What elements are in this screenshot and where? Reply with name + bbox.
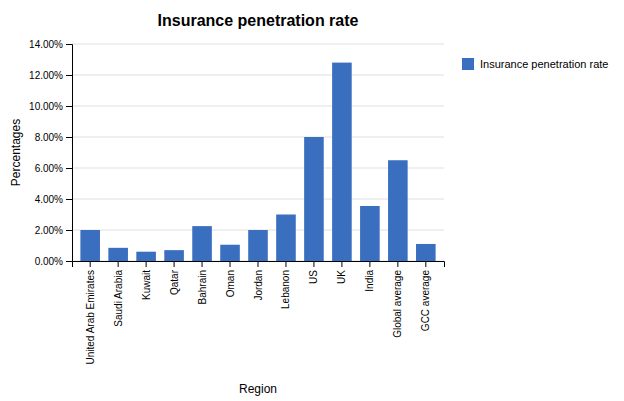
x-tick: Oman [225,261,236,297]
y-tick-label: 2.00% [35,225,63,236]
y-tick: 8.00% [35,132,72,143]
y-axis-line [66,45,73,262]
x-tick-label: Jordan [253,270,264,301]
x-tick-mark [146,261,147,267]
x-tick: India [364,261,375,292]
y-tick-mark [66,261,72,262]
x-tick-mark [425,261,426,267]
grid-line [72,44,444,45]
y-tick: 10.00% [29,101,72,112]
x-tick-label: UK [336,270,347,284]
x-tick-mark [90,261,91,267]
x-tick: GCC average [420,261,431,331]
x-tick: Jordan [253,261,264,301]
x-tick-mark [174,261,175,267]
x-tick: UK [336,261,347,284]
x-tick-mark [397,261,398,267]
y-tick-label: 6.00% [35,163,63,174]
legend-label: Insurance penetration rate [480,58,608,70]
x-axis-title: Region [239,382,277,396]
bar [108,248,128,261]
x-tick-label: United Arab Emirates [85,270,96,365]
x-tick-mark [202,261,203,267]
bar [248,230,268,261]
x-tick: Lebanon [280,261,291,309]
y-tick-label: 10.00% [29,101,63,112]
grid-line [72,106,444,107]
x-tick: Qatar [169,261,180,295]
bars [80,63,435,261]
y-tick-mark [66,44,72,45]
y-axis: 0.00% 2.00% 4.00% 6.00% 8.00% 10.00% 12.00% 14.… [29,39,72,267]
grid-line [72,137,444,138]
bar [416,244,436,261]
x-axis: United Arab Emirates Saudi Arabia Kuwait Qa… [73,261,445,365]
y-tick-mark [66,168,72,169]
bar [388,160,408,261]
x-tick-mark [230,261,231,267]
title: Insurance penetration rate [158,12,359,29]
bar [80,230,100,261]
legend-item: Insurance penetration rate [462,58,608,70]
x-tick: Kuwait [141,261,152,300]
y-tick-label: 14.00% [29,39,63,50]
y-tick-mark [66,75,72,76]
x-axis-line [73,262,445,268]
bar [332,63,352,261]
x-tick-label: Bahrain [197,270,208,304]
y-tick-mark [66,106,72,107]
y-tick-label: 4.00% [35,194,63,205]
x-tick: Bahrain [197,261,208,304]
y-tick-mark [66,199,72,200]
bar [220,245,240,261]
x-tick-mark [258,261,259,267]
x-tick: United Arab Emirates [85,261,96,365]
bar [276,215,296,262]
x-tick-label: Qatar [169,269,180,295]
grid-line [72,75,444,76]
bar [304,137,324,261]
x-tick-mark [285,261,286,267]
y-tick: 4.00% [35,194,72,205]
x-tick-label: GCC average [420,270,431,332]
x-tick-mark [313,261,314,267]
x-tick: Global average [392,261,403,338]
y-tick-label: 0.00% [35,256,63,267]
x-tick: Saudi Arabia [113,261,124,327]
x-tick-label: US [308,270,319,284]
y-tick: 6.00% [35,163,72,174]
y-tick-mark [66,137,72,138]
legend: Insurance penetration rate [462,58,608,70]
y-tick: 2.00% [35,225,72,236]
y-tick: 14.00% [29,39,72,50]
bar [192,226,212,261]
y-tick-label: 12.00% [29,70,63,81]
grid [72,44,444,261]
plot-area: 0.00% 2.00% 4.00% 6.00% 8.00% 10.00% 12.00% 14.… [29,39,444,365]
x-tick-label: Global average [392,270,403,338]
bar [136,252,156,261]
y-tick: 0.00% [35,256,72,267]
x-tick-label: Saudi Arabia [113,270,124,327]
x-tick-mark [118,261,119,267]
y-tick-mark [66,230,72,231]
x-tick-label: India [364,270,375,292]
x-tick-label: Kuwait [141,270,152,300]
chart: 0.00% 2.00% 4.00% 6.00% 8.00% 10.00% 12.00% 14.… [0,0,624,401]
legend-swatch [462,58,474,70]
bar [164,250,184,261]
bar [360,206,380,261]
y-axis-title: Percentages [9,119,23,186]
y-tick-label: 8.00% [35,132,63,143]
x-tick-label: Oman [225,270,236,297]
x-tick-mark [341,261,342,267]
x-tick-label: Lebanon [280,270,291,309]
x-tick-mark [369,261,370,267]
x-tick: US [308,261,319,284]
y-tick: 12.00% [29,70,72,81]
